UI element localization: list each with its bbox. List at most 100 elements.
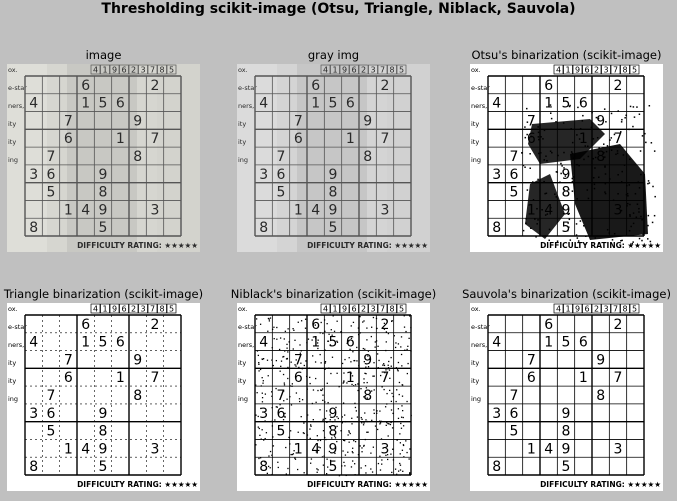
sudoku-digit: 7 bbox=[381, 131, 390, 147]
noise-speck bbox=[563, 151, 565, 154]
noise-speck bbox=[344, 439, 346, 442]
noise-speck bbox=[366, 431, 368, 433]
header-box bbox=[610, 303, 621, 314]
sudoku-digit: 6 bbox=[346, 335, 355, 351]
noise-speck bbox=[567, 188, 570, 191]
noise-speck bbox=[291, 383, 294, 385]
noise-speck bbox=[282, 373, 285, 376]
noise-speck bbox=[344, 414, 346, 416]
sudoku-digit: 6 bbox=[527, 370, 536, 386]
noise-speck bbox=[298, 398, 301, 400]
noise-speck bbox=[289, 430, 292, 432]
noise-speck bbox=[392, 412, 394, 415]
header-digit: 1 bbox=[332, 66, 337, 75]
margin-text: ing bbox=[238, 395, 248, 403]
sudoku-digit: 2 bbox=[151, 78, 160, 94]
noise-speck bbox=[550, 117, 553, 120]
noise-speck bbox=[605, 150, 608, 153]
header-box bbox=[629, 303, 640, 314]
noise-speck bbox=[409, 472, 411, 474]
noise-speck bbox=[324, 401, 326, 403]
noise-speck bbox=[270, 391, 273, 393]
header-box bbox=[396, 303, 407, 314]
noise-speck bbox=[257, 426, 259, 428]
highlight-band bbox=[237, 64, 277, 252]
noise-speck bbox=[353, 359, 355, 362]
noise-speck bbox=[363, 422, 365, 424]
noise-speck bbox=[617, 174, 619, 176]
shadow-band bbox=[67, 64, 137, 252]
noise-speck bbox=[403, 326, 406, 328]
noise-speck bbox=[385, 341, 387, 343]
noise-speck bbox=[391, 320, 393, 322]
noise-speck bbox=[295, 392, 298, 394]
header-digit: 6 bbox=[584, 305, 589, 314]
noise-speck bbox=[300, 362, 302, 364]
margin-text: ity bbox=[8, 359, 16, 367]
noise-speck bbox=[403, 315, 405, 317]
sudoku-photo: 4 1 9 6 2 3 7 8 5 ox. e-star ners, ity ity ing 6 2 4 1 5 6 7 9… bbox=[7, 64, 200, 252]
noise-speck bbox=[636, 203, 639, 205]
noise-speck bbox=[271, 359, 273, 361]
noise-speck bbox=[256, 392, 258, 394]
noise-speck bbox=[304, 327, 307, 329]
sudoku-digit: 9 bbox=[329, 406, 338, 422]
noise-speck bbox=[537, 219, 539, 221]
noise-speck bbox=[399, 469, 402, 471]
noise-speck bbox=[393, 335, 395, 337]
noise-speck bbox=[629, 203, 631, 206]
noise-speck bbox=[548, 228, 551, 231]
sudoku-digit: 7 bbox=[151, 131, 160, 147]
margin-text: ity bbox=[8, 138, 16, 146]
noise-speck bbox=[373, 389, 375, 391]
sudoku-digit: 5 bbox=[510, 424, 519, 440]
noise-speck bbox=[628, 184, 631, 186]
noise-speck bbox=[397, 408, 400, 410]
noise-speck bbox=[350, 325, 352, 327]
noise-speck bbox=[373, 409, 375, 411]
noise-speck bbox=[524, 126, 526, 128]
noise-speck bbox=[348, 357, 350, 359]
header-digit: 8 bbox=[622, 66, 627, 75]
noise-speck bbox=[632, 106, 635, 108]
sudoku-triangle: 4 1 9 6 2 3 7 8 5 ox. e-star ners, ity ity ing 6 2 4 1 5 6 7 9… bbox=[7, 303, 200, 491]
noise-speck bbox=[400, 346, 402, 348]
noise-speck bbox=[258, 370, 260, 372]
noise-speck bbox=[606, 145, 609, 147]
margin-text: ners, bbox=[471, 341, 487, 349]
header-box bbox=[620, 64, 630, 75]
noise-speck bbox=[571, 190, 574, 192]
noise-speck bbox=[335, 406, 337, 409]
sudoku-digit: 3 bbox=[29, 167, 38, 183]
noise-speck bbox=[283, 338, 285, 340]
noise-speck bbox=[383, 322, 386, 325]
noise-speck bbox=[629, 215, 631, 218]
noise-speck bbox=[603, 151, 605, 154]
noise-speck bbox=[371, 390, 373, 392]
noise-speck bbox=[282, 390, 285, 392]
noise-speck bbox=[604, 192, 607, 195]
sudoku-digit: 6 bbox=[277, 167, 286, 183]
header-box bbox=[591, 64, 602, 75]
noise-speck bbox=[368, 358, 371, 361]
noise-speck bbox=[347, 434, 349, 436]
noise-speck bbox=[564, 175, 567, 177]
noise-speck bbox=[537, 136, 540, 138]
sudoku-digit: 3 bbox=[381, 441, 390, 457]
sudoku-digit: 6 bbox=[311, 78, 320, 94]
noise-speck bbox=[288, 341, 290, 343]
noise-speck bbox=[318, 446, 320, 448]
noise-speck bbox=[344, 465, 346, 467]
noise-speck bbox=[319, 439, 322, 442]
noise-speck bbox=[264, 437, 266, 440]
noise-speck bbox=[603, 108, 606, 110]
panel-title: image bbox=[85, 48, 122, 62]
header-box bbox=[166, 303, 177, 314]
header-box bbox=[629, 64, 640, 75]
header-box bbox=[109, 64, 120, 75]
header-box bbox=[572, 64, 583, 75]
header-box bbox=[119, 303, 129, 314]
noise-speck bbox=[595, 116, 598, 119]
noise-speck bbox=[632, 241, 634, 243]
